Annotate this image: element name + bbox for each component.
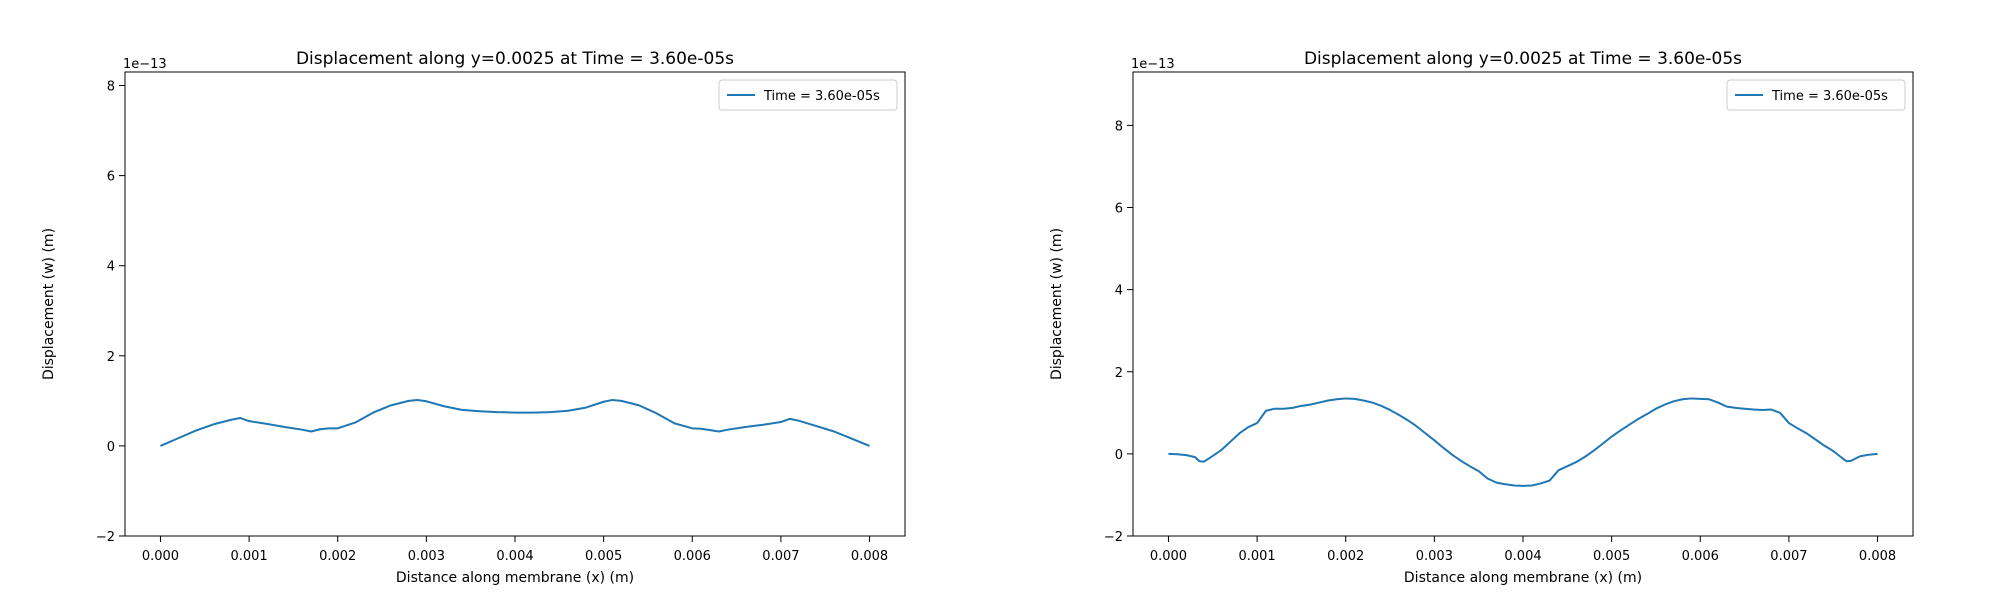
y-tick-label: 2 bbox=[1115, 366, 1123, 381]
legend-label: Time = 3.60e-05s bbox=[1771, 89, 1888, 104]
y-tick-label: 8 bbox=[107, 80, 115, 95]
x-axis-label: Distance along membrane (x) (m) bbox=[1404, 570, 1642, 586]
x-tick-label: 0.001 bbox=[230, 549, 267, 564]
x-tick-label: 0.005 bbox=[585, 549, 622, 564]
x-tick-label: 0.008 bbox=[851, 549, 888, 564]
y-tick-label: 8 bbox=[1115, 119, 1123, 134]
x-tick-label: 0.002 bbox=[319, 549, 356, 564]
x-tick-label: 0.000 bbox=[1150, 549, 1187, 564]
x-tick-label: 0.006 bbox=[1682, 549, 1719, 564]
y-offset-text: 1e−13 bbox=[123, 57, 167, 72]
x-tick-label: 0.007 bbox=[1770, 549, 1807, 564]
y-tick-label: −2 bbox=[1104, 530, 1123, 545]
x-axis-label: Distance along membrane (x) (m) bbox=[396, 570, 634, 586]
chart-title: Displacement along y=0.0025 at Time = 3.… bbox=[296, 49, 734, 69]
x-tick-label: 0.004 bbox=[1504, 549, 1541, 564]
chart-title: Displacement along y=0.0025 at Time = 3.… bbox=[1304, 49, 1742, 69]
series-line-1 bbox=[1168, 397, 1878, 487]
legend: Time = 3.60e-05s bbox=[718, 79, 898, 111]
x-tick-label: 0.005 bbox=[1593, 549, 1630, 564]
series-line-1 bbox=[160, 398, 870, 447]
x-tick-label: 0.008 bbox=[1859, 549, 1896, 564]
x-tick-label: 0.002 bbox=[1327, 549, 1364, 564]
y-axis-label: Displacement (w) (m) bbox=[1049, 228, 1065, 380]
y-tick-label: −2 bbox=[96, 530, 115, 545]
legend: Time = 3.60e-05s bbox=[1726, 79, 1906, 111]
legend-box bbox=[718, 79, 898, 111]
axes-frame bbox=[124, 71, 906, 537]
x-tick-label: 0.000 bbox=[142, 549, 179, 564]
y-offset-text: 1e−13 bbox=[1131, 57, 1175, 72]
chart-panel-1: Displacement along y=0.0025 at Time = 3.… bbox=[41, 49, 906, 586]
legend-box bbox=[1726, 79, 1906, 111]
y-tick-label: 0 bbox=[107, 440, 115, 455]
x-tick-label: 0.006 bbox=[674, 549, 711, 564]
x-tick-label: 0.001 bbox=[1238, 549, 1275, 564]
y-tick-label: 6 bbox=[107, 170, 115, 185]
x-tick-label: 0.003 bbox=[408, 549, 445, 564]
y-tick-label: 4 bbox=[107, 260, 115, 275]
y-axis-label: Displacement (w) (m) bbox=[41, 228, 57, 380]
y-tick-label: 4 bbox=[1115, 284, 1123, 299]
x-tick-label: 0.003 bbox=[1416, 549, 1453, 564]
y-tick-label: 2 bbox=[107, 350, 115, 365]
y-tick-label: 6 bbox=[1115, 202, 1123, 217]
chart-panel-2: Displacement along y=0.0025 at Time = 3.… bbox=[1049, 49, 1914, 586]
x-tick-label: 0.007 bbox=[762, 549, 799, 564]
axes-frame bbox=[1132, 71, 1914, 537]
x-tick-label: 0.004 bbox=[496, 549, 533, 564]
legend-label: Time = 3.60e-05s bbox=[763, 89, 880, 104]
y-tick-label: 0 bbox=[1115, 448, 1123, 463]
